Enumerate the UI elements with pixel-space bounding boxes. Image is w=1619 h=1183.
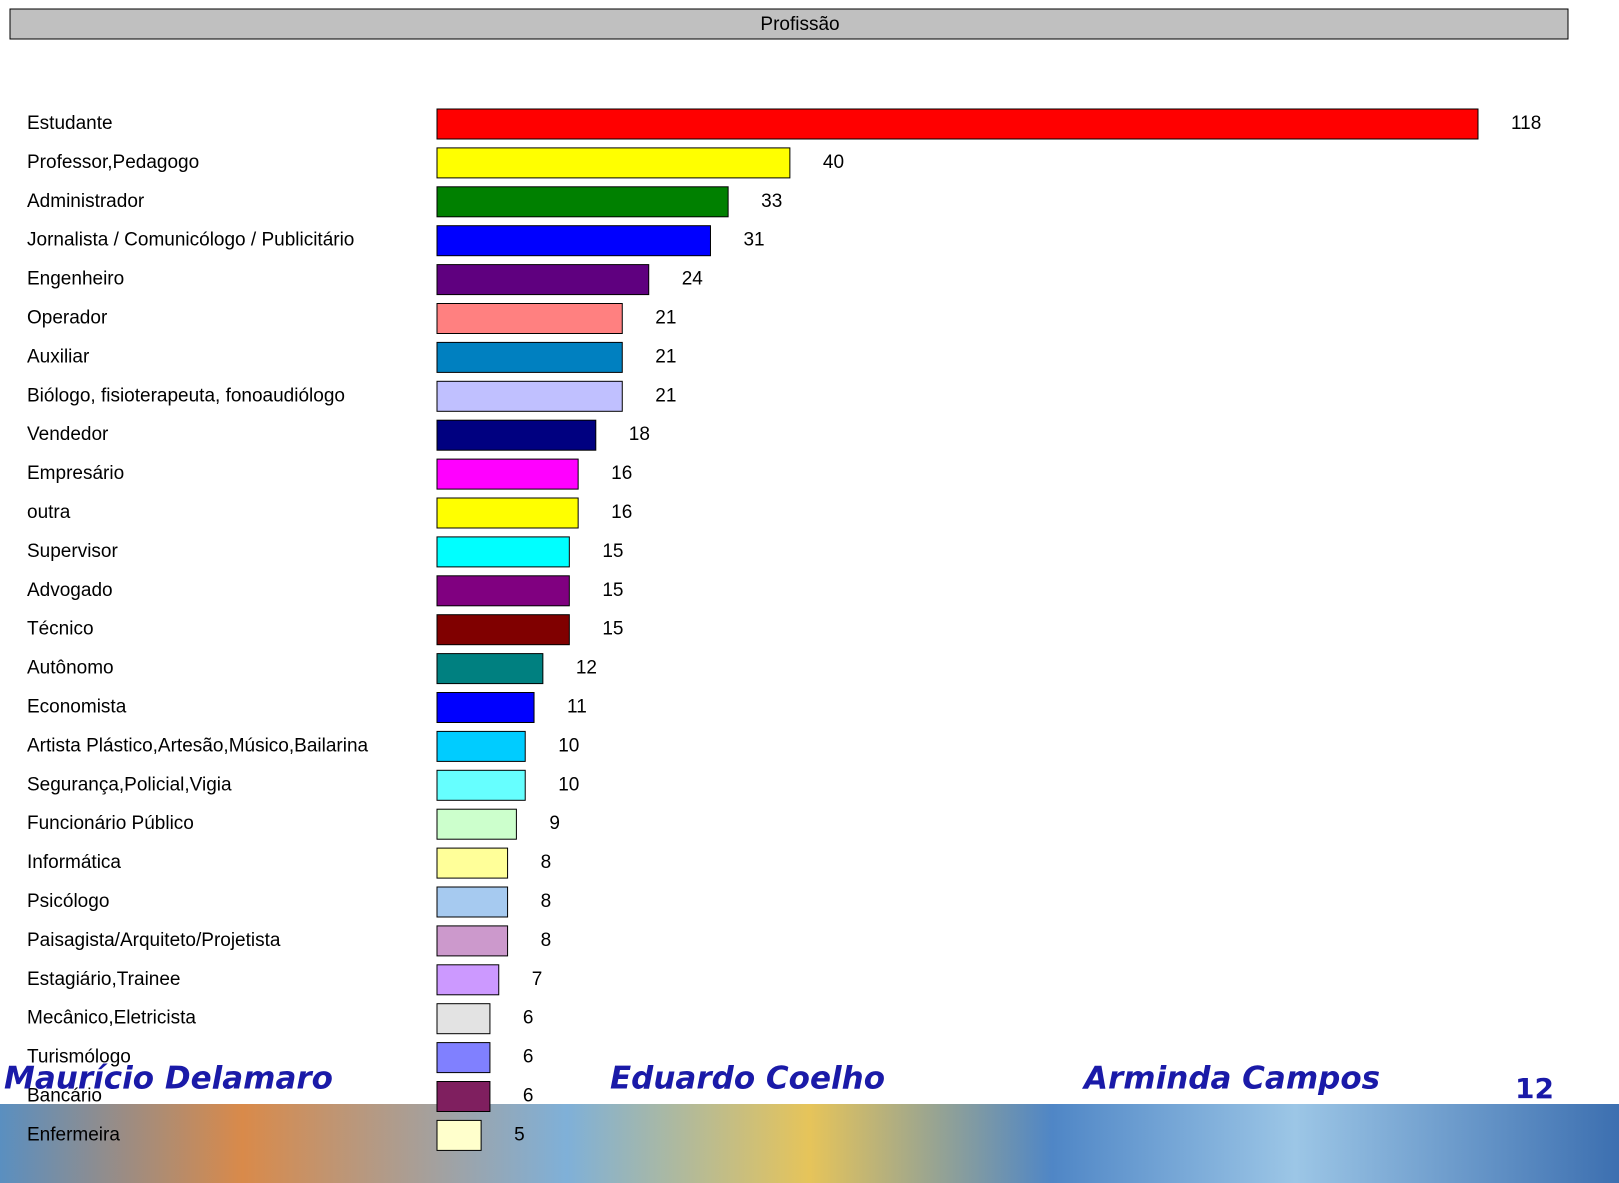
bar xyxy=(436,692,535,723)
category-label: Bancário xyxy=(27,1086,102,1107)
value-label: 8 xyxy=(541,930,552,951)
value-label: 15 xyxy=(602,619,623,640)
category-label: Biólogo, fisioterapeuta, fonoaudiólogo xyxy=(27,385,345,406)
category-label: Auxiliar xyxy=(27,346,90,367)
bar xyxy=(436,808,517,840)
category-label: Administrador xyxy=(27,191,145,212)
category-label: Segurança,Policial,Vigia xyxy=(27,774,232,795)
category-label: Estagiário,Trainee xyxy=(27,969,180,990)
category-label: Supervisor xyxy=(27,541,118,562)
bar xyxy=(436,964,500,996)
value-label: 8 xyxy=(541,852,552,873)
value-label: 16 xyxy=(611,463,632,484)
author: Arminda Campos xyxy=(1081,1061,1380,1097)
category-label: Turismólogo xyxy=(27,1047,131,1068)
value-label: 6 xyxy=(523,1086,534,1107)
value-label: 6 xyxy=(523,1008,534,1029)
category-label: Técnico xyxy=(27,619,94,640)
category-label: Artista Plástico,Artesão,Músico,Bailarin… xyxy=(27,735,369,756)
bar xyxy=(436,769,526,801)
category-label: Engenheiro xyxy=(27,269,124,290)
bar xyxy=(436,575,570,607)
bar xyxy=(436,653,544,685)
title-bar xyxy=(9,8,1569,40)
category-label: outra xyxy=(27,502,71,523)
category-label: Psicólogo xyxy=(27,891,109,912)
bar xyxy=(436,147,791,179)
bar xyxy=(436,108,1479,140)
value-label: 15 xyxy=(602,541,623,562)
value-label: 9 xyxy=(549,813,560,834)
category-label: Operador xyxy=(27,308,108,329)
category-label: Estudante xyxy=(27,113,113,134)
bar xyxy=(436,1003,491,1035)
category-label: Jornalista / Comunicólogo / Publicitário xyxy=(27,230,354,251)
value-label: 40 xyxy=(823,152,844,173)
category-label: Informática xyxy=(27,852,121,873)
value-label: 10 xyxy=(558,774,579,795)
category-label: Vendedor xyxy=(27,424,109,445)
value-label: 31 xyxy=(743,230,764,251)
bar xyxy=(436,303,623,334)
bar xyxy=(436,458,579,490)
author: Maurício Delamaro xyxy=(4,1061,333,1097)
bar xyxy=(436,1042,491,1074)
author: Eduardo Coelho xyxy=(610,1061,885,1097)
chart-title: Profissão xyxy=(760,14,839,35)
value-label: 21 xyxy=(655,308,676,329)
value-label: 5 xyxy=(514,1124,525,1145)
category-label: Autônomo xyxy=(27,658,114,679)
category-label: Empresário xyxy=(27,463,124,484)
bar xyxy=(436,1081,491,1112)
category-label: Mecânico,Eletricista xyxy=(27,1008,196,1029)
page-number: 12 xyxy=(1515,1072,1554,1105)
category-label: Funcionário Público xyxy=(27,813,194,834)
value-label: 10 xyxy=(558,735,579,756)
value-label: 16 xyxy=(611,502,632,523)
category-label: Professor,Pedagogo xyxy=(27,152,199,173)
bar xyxy=(436,380,623,412)
value-label: 24 xyxy=(682,269,704,290)
bar xyxy=(436,225,711,257)
value-label: 8 xyxy=(541,891,552,912)
bar xyxy=(436,264,650,296)
value-label: 15 xyxy=(602,580,623,601)
bar xyxy=(436,497,579,529)
value-label: 21 xyxy=(655,346,676,367)
bar xyxy=(436,186,729,218)
bar xyxy=(436,341,623,373)
value-label: 12 xyxy=(576,658,597,679)
bar xyxy=(436,1119,482,1151)
value-label: 118 xyxy=(1511,113,1541,134)
category-label: Advogado xyxy=(27,580,113,601)
footer: Maurício Delamaro Eduardo Coelho Arminda… xyxy=(4,1061,1554,1106)
value-label: 18 xyxy=(629,424,650,445)
bar xyxy=(436,419,597,451)
value-label: 7 xyxy=(532,969,543,990)
bar xyxy=(436,847,509,879)
bar xyxy=(436,536,570,568)
value-label: 33 xyxy=(761,191,782,212)
category-label: Paisagista/Arquiteto/Projetista xyxy=(27,930,281,951)
bar xyxy=(436,925,509,957)
bar xyxy=(436,614,570,646)
bar xyxy=(436,730,526,762)
value-label: 21 xyxy=(655,385,676,406)
category-label: Enfermeira xyxy=(27,1124,120,1145)
bar xyxy=(436,886,509,918)
value-label: 6 xyxy=(523,1047,534,1068)
category-label: Economista xyxy=(27,697,127,718)
footer-strip xyxy=(0,1104,1619,1183)
value-label: 11 xyxy=(567,697,587,718)
